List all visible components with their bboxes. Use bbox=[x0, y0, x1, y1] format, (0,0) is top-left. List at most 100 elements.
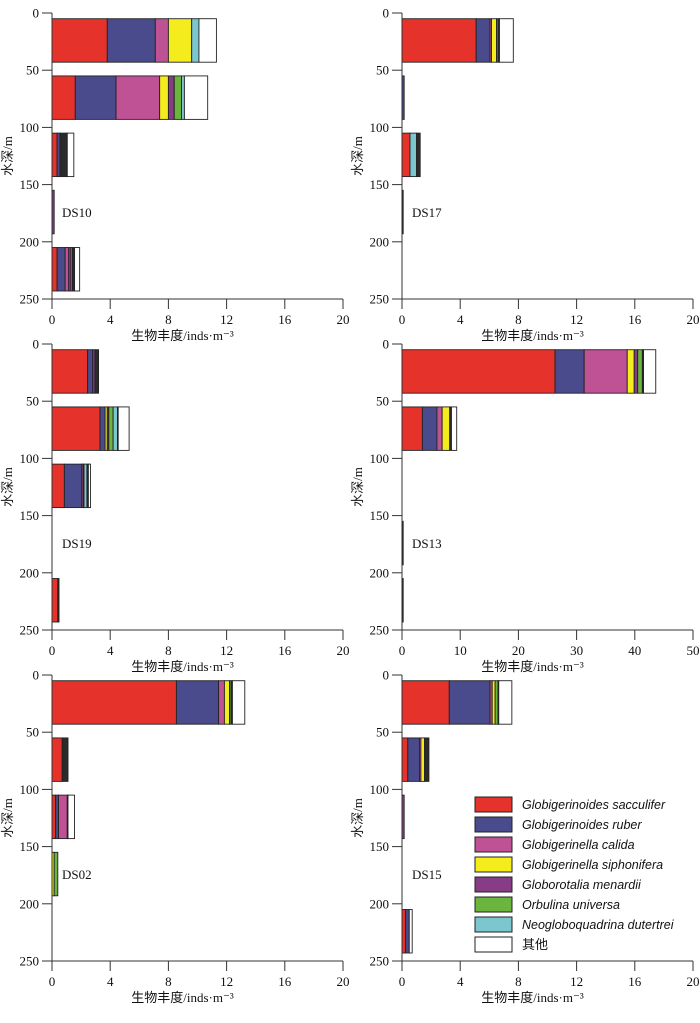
bar-segment-species-3 bbox=[441, 406, 451, 451]
y-tick-label: 250 bbox=[20, 623, 40, 638]
y-tick-label: 0 bbox=[33, 668, 40, 683]
y-tick-label: 150 bbox=[20, 177, 40, 192]
bar-segment-species-3 bbox=[159, 75, 169, 120]
bar-segment-species-0 bbox=[51, 247, 58, 292]
x-tick-label: 20 bbox=[337, 974, 350, 989]
bar-segment-species-7 bbox=[499, 18, 514, 63]
legend-swatch bbox=[474, 916, 513, 933]
bar-segment-species-0 bbox=[51, 132, 58, 178]
y-tick-label: 250 bbox=[20, 954, 40, 969]
y-axis-title: 水深/m bbox=[350, 798, 365, 838]
bar-segment-species-0 bbox=[401, 737, 409, 782]
bar-100-150 bbox=[401, 132, 421, 178]
x-tick-label: 12 bbox=[220, 312, 233, 327]
bar-segment-species-5 bbox=[173, 75, 182, 120]
bar-segment-species-1 bbox=[448, 680, 491, 725]
bar-segment-species-7 bbox=[117, 406, 130, 451]
y-tick-label: 250 bbox=[20, 292, 40, 307]
x-axis-title: 生物丰度/inds·m⁻³ bbox=[481, 659, 584, 674]
x-tick-label: 16 bbox=[278, 312, 292, 327]
x-tick-label: 12 bbox=[570, 312, 583, 327]
y-tick-label: 0 bbox=[33, 337, 40, 352]
y-tick-label: 100 bbox=[370, 451, 390, 466]
x-tick-label: 0 bbox=[49, 312, 56, 327]
bar-segment-other-dark bbox=[61, 737, 69, 782]
bar-segment-species-0 bbox=[51, 75, 76, 120]
x-axis-title: 生物丰度/inds·m⁻³ bbox=[481, 328, 584, 343]
y-tick-label: 100 bbox=[20, 782, 40, 797]
bar-0-50 bbox=[51, 349, 100, 394]
x-tick-label: 50 bbox=[687, 643, 700, 658]
y-tick-label: 150 bbox=[20, 508, 40, 523]
y-tick-label: 50 bbox=[376, 63, 389, 78]
bar-segment-species-3 bbox=[167, 18, 193, 63]
y-tick-label: 200 bbox=[20, 234, 40, 249]
legend: Globigerinoides sacculifer Globigerinoide… bbox=[474, 796, 675, 953]
bar-segment-species-2 bbox=[64, 247, 70, 292]
bar-segment-species-1 bbox=[554, 349, 585, 394]
bar-segment-species-0 bbox=[401, 680, 450, 725]
bar-segment-species-0 bbox=[401, 406, 423, 451]
bar-segment-species-7 bbox=[408, 909, 413, 954]
bar-segment-species-2 bbox=[218, 680, 225, 725]
bar-segment-species-0 bbox=[401, 909, 407, 954]
y-tick-label: 50 bbox=[26, 394, 39, 409]
y-tick-label: 50 bbox=[376, 725, 389, 740]
bar-segment-species-0 bbox=[51, 406, 101, 451]
bar-segment-species-5 bbox=[108, 406, 114, 451]
legend-swatch bbox=[474, 896, 513, 913]
y-axis-title: 水深/m bbox=[0, 798, 15, 838]
y-tick-label: 50 bbox=[26, 725, 39, 740]
y-tick-label: 100 bbox=[20, 120, 40, 135]
legend-label: Globigerinella calida bbox=[522, 838, 635, 852]
x-tick-label: 8 bbox=[165, 312, 172, 327]
y-tick-label: 0 bbox=[383, 6, 390, 21]
x-tick-label: 4 bbox=[107, 974, 114, 989]
bar-segment-species-7 bbox=[183, 75, 209, 120]
y-tick-label: 200 bbox=[370, 234, 390, 249]
x-tick-label: 16 bbox=[278, 643, 292, 658]
bar-segment-species-6 bbox=[112, 406, 118, 451]
y-tick-label: 100 bbox=[20, 451, 40, 466]
y-tick-label: 50 bbox=[26, 63, 39, 78]
bar-segment-species-0 bbox=[51, 349, 89, 394]
y-axis-title: 水深/m bbox=[350, 467, 365, 507]
bar-segment-species-1 bbox=[56, 247, 66, 292]
bar-200-250 bbox=[401, 909, 413, 954]
bar-segment-species-1 bbox=[421, 406, 438, 451]
legend-item: Globigerinella calida bbox=[474, 836, 635, 853]
x-tick-label: 4 bbox=[107, 312, 114, 327]
bar-segment-species-3 bbox=[420, 737, 426, 782]
bar-segment-species-0 bbox=[51, 463, 65, 509]
bar-segment-species-0 bbox=[51, 18, 108, 63]
bar-50-100 bbox=[51, 75, 209, 120]
bar-segment-other-dark bbox=[416, 132, 421, 178]
bar-segment-species-7 bbox=[231, 680, 246, 725]
x-tick-label: 8 bbox=[515, 312, 522, 327]
y-tick-label: 250 bbox=[370, 954, 390, 969]
y-tick-label: 0 bbox=[383, 668, 390, 683]
x-tick-label: 8 bbox=[165, 974, 172, 989]
bar-segment-species-2 bbox=[154, 18, 169, 63]
legend-swatch bbox=[474, 796, 513, 813]
x-tick-label: 8 bbox=[165, 643, 172, 658]
bar-segment-species-7 bbox=[198, 18, 217, 63]
y-tick-label: 200 bbox=[20, 565, 40, 580]
y-tick-label: 100 bbox=[370, 120, 390, 135]
legend-item: Globigerinoides sacculifer bbox=[474, 796, 666, 813]
bar-segment-species-0 bbox=[51, 737, 63, 782]
bar-segment-species-7 bbox=[498, 680, 513, 725]
bar-segment-species-0 bbox=[401, 18, 477, 63]
bar-0-50 bbox=[401, 18, 514, 63]
x-tick-label: 20 bbox=[687, 974, 700, 989]
x-axis-title: 生物丰度/inds·m⁻³ bbox=[131, 659, 234, 674]
bar-segment-species-1 bbox=[475, 18, 491, 63]
x-tick-label: 0 bbox=[49, 974, 56, 989]
x-tick-label: 0 bbox=[399, 643, 406, 658]
bar-segment-species-7 bbox=[643, 349, 657, 394]
x-tick-label: 10 bbox=[454, 643, 467, 658]
bar-50-100 bbox=[401, 737, 430, 782]
y-tick-label: 0 bbox=[33, 6, 40, 21]
legend-swatch bbox=[474, 836, 513, 853]
